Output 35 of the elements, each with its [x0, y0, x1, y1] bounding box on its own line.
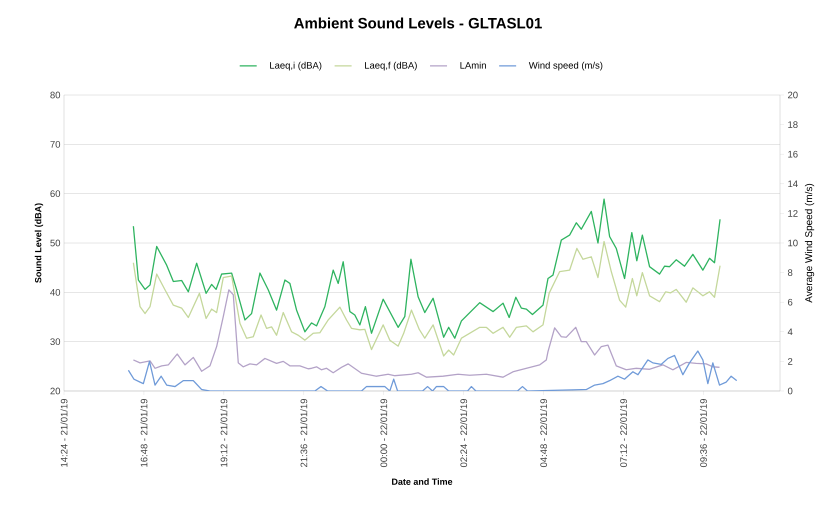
- y2-tick-label: 8: [788, 269, 792, 276]
- y-tick-label: 60: [50, 190, 60, 198]
- chart-title: Ambient Sound Levels - GLTASL01: [294, 18, 542, 28]
- y2-tick-label: 6: [788, 298, 792, 306]
- y2-tick-label: 10: [788, 240, 798, 246]
- y2-tick-label: 12: [788, 210, 798, 217]
- x-axis-title: Date and Time: [392, 478, 452, 485]
- y2-tick-label: 2: [788, 358, 792, 365]
- x-tick-label: 21:36 - 21/01/19: [300, 398, 308, 467]
- x-tick-label: 09:36 - 22/01/19: [700, 398, 707, 468]
- x-tick-label: 14:24 - 21/01/19: [60, 398, 68, 467]
- y-tick-label: 80: [50, 92, 60, 98]
- y-tick-label: 70: [50, 140, 60, 148]
- y-tick-label: 40: [50, 288, 60, 296]
- legend-label: LAmin: [460, 62, 486, 69]
- y-axis-title: Sound Level (dBA): [34, 203, 44, 283]
- x-tick-label: 16:48 - 21/01/19: [140, 398, 148, 467]
- y2-tick-label: 16: [788, 150, 798, 158]
- y2-tick-label: 18: [788, 121, 798, 128]
- y2-tick-label: 20: [788, 92, 798, 98]
- legend-label: Laeq,i (dBA): [270, 62, 322, 71]
- legend-label: Laeq,f (dBA): [365, 62, 417, 71]
- legend-label: Wind speed (m/s): [528, 62, 602, 71]
- y2-tick-label: 4: [788, 328, 793, 336]
- y2-tick-label: 14: [788, 180, 798, 188]
- y-tick-label: 20: [50, 388, 60, 394]
- y2-axis-title: Average Wind Speed (m/s): [804, 184, 814, 303]
- x-tick-label: 19:12 - 21/01/19: [220, 398, 228, 467]
- y-tick-label: 50: [50, 240, 60, 246]
- y-tick-label: 30: [50, 338, 60, 346]
- y2-tick-label: 0: [788, 388, 792, 394]
- x-tick-label: 04:48 - 22/01/19: [540, 398, 548, 468]
- x-tick-label: 07:12 - 22/01/19: [620, 398, 627, 468]
- x-tick-label: 02:24 - 22/01/19: [460, 398, 468, 468]
- x-tick-label: 00:00 - 22/01/19: [380, 398, 388, 468]
